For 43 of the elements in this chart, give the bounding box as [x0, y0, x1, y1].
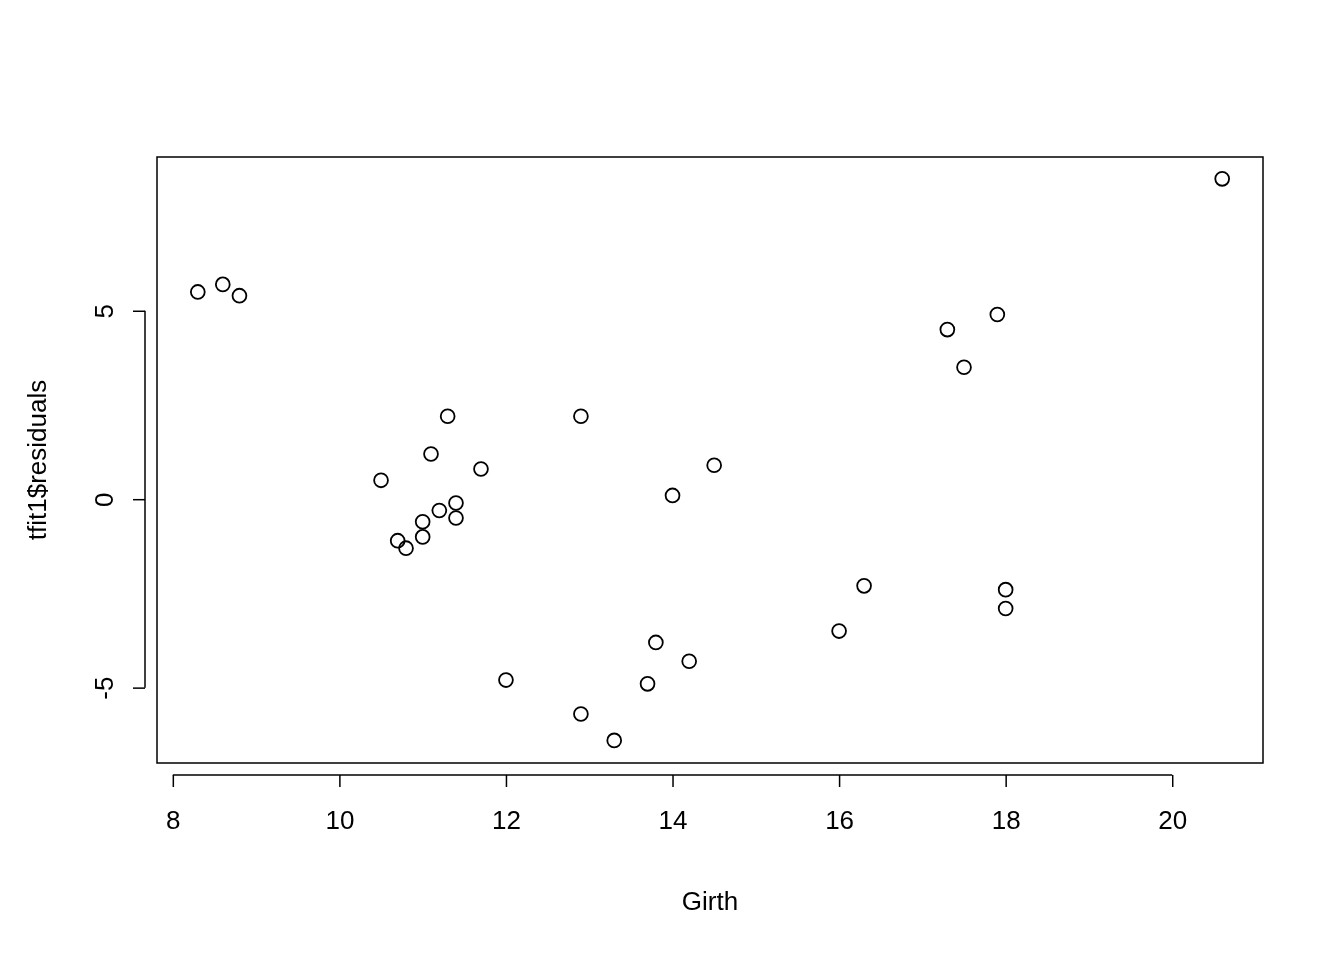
- y-axis-title: tfit1$residuals: [22, 379, 52, 541]
- point: [389, 532, 406, 549]
- x-tick-label: 12: [492, 805, 521, 835]
- point: [939, 321, 956, 338]
- point: [639, 676, 656, 692]
- point: [214, 276, 231, 293]
- point: [431, 502, 448, 519]
- point: [498, 672, 514, 688]
- point: [231, 287, 248, 304]
- point: [414, 529, 431, 545]
- point: [398, 540, 414, 556]
- point: [473, 461, 489, 477]
- x-tick-label: 18: [991, 805, 1021, 835]
- point: [573, 706, 589, 722]
- x-tick-label: 10: [325, 805, 355, 835]
- x-tick-label: 16: [825, 805, 855, 835]
- point: [606, 732, 623, 749]
- point: [448, 495, 464, 511]
- point: [997, 581, 1014, 598]
- point: [573, 408, 589, 425]
- y-tick-label: 0: [89, 492, 119, 507]
- x-axis-title: Girth: [681, 886, 739, 916]
- point: [956, 359, 972, 376]
- x-tick-label: 8: [166, 805, 181, 835]
- point: [423, 446, 439, 462]
- point: [856, 578, 872, 594]
- x-tick-label: 14: [658, 805, 688, 835]
- y-tick-label: 5: [89, 304, 119, 319]
- point: [448, 510, 464, 526]
- point: [648, 634, 664, 651]
- point: [414, 514, 431, 530]
- point: [439, 408, 456, 425]
- point: [1214, 171, 1230, 187]
- point: [664, 487, 681, 504]
- point: [997, 600, 1014, 617]
- point: [989, 306, 1006, 323]
- x-tick-label: 20: [1158, 805, 1188, 835]
- point: [681, 653, 697, 670]
- point: [706, 457, 722, 474]
- point: [373, 472, 389, 489]
- y-tick-label: -5: [89, 676, 119, 700]
- point: [831, 623, 847, 639]
- point: [190, 284, 206, 300]
